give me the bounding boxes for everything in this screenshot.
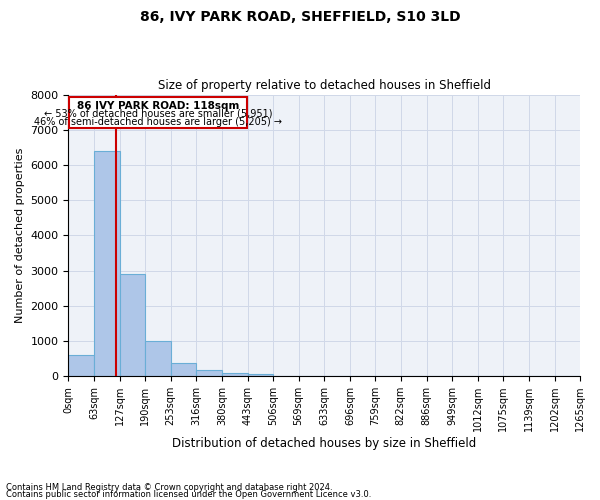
Bar bbox=[248, 374, 273, 376]
X-axis label: Distribution of detached houses by size in Sheffield: Distribution of detached houses by size … bbox=[172, 437, 476, 450]
Text: 46% of semi-detached houses are larger (5,205) →: 46% of semi-detached houses are larger (… bbox=[34, 116, 282, 126]
Bar bbox=[171, 363, 196, 376]
Text: Contains HM Land Registry data © Crown copyright and database right 2024.: Contains HM Land Registry data © Crown c… bbox=[6, 484, 332, 492]
Bar bbox=[94, 151, 120, 376]
Title: Size of property relative to detached houses in Sheffield: Size of property relative to detached ho… bbox=[158, 79, 491, 92]
Text: Contains public sector information licensed under the Open Government Licence v3: Contains public sector information licen… bbox=[6, 490, 371, 499]
Bar bbox=[222, 372, 248, 376]
Bar bbox=[68, 355, 94, 376]
Bar bbox=[145, 341, 171, 376]
Text: 86, IVY PARK ROAD, SHEFFIELD, S10 3LD: 86, IVY PARK ROAD, SHEFFIELD, S10 3LD bbox=[140, 10, 460, 24]
FancyBboxPatch shape bbox=[69, 97, 247, 128]
Bar bbox=[120, 274, 145, 376]
Text: 86 IVY PARK ROAD: 118sqm: 86 IVY PARK ROAD: 118sqm bbox=[77, 100, 239, 110]
Y-axis label: Number of detached properties: Number of detached properties bbox=[15, 148, 25, 323]
Bar bbox=[196, 370, 222, 376]
Text: ← 53% of detached houses are smaller (5,951): ← 53% of detached houses are smaller (5,… bbox=[44, 108, 272, 118]
